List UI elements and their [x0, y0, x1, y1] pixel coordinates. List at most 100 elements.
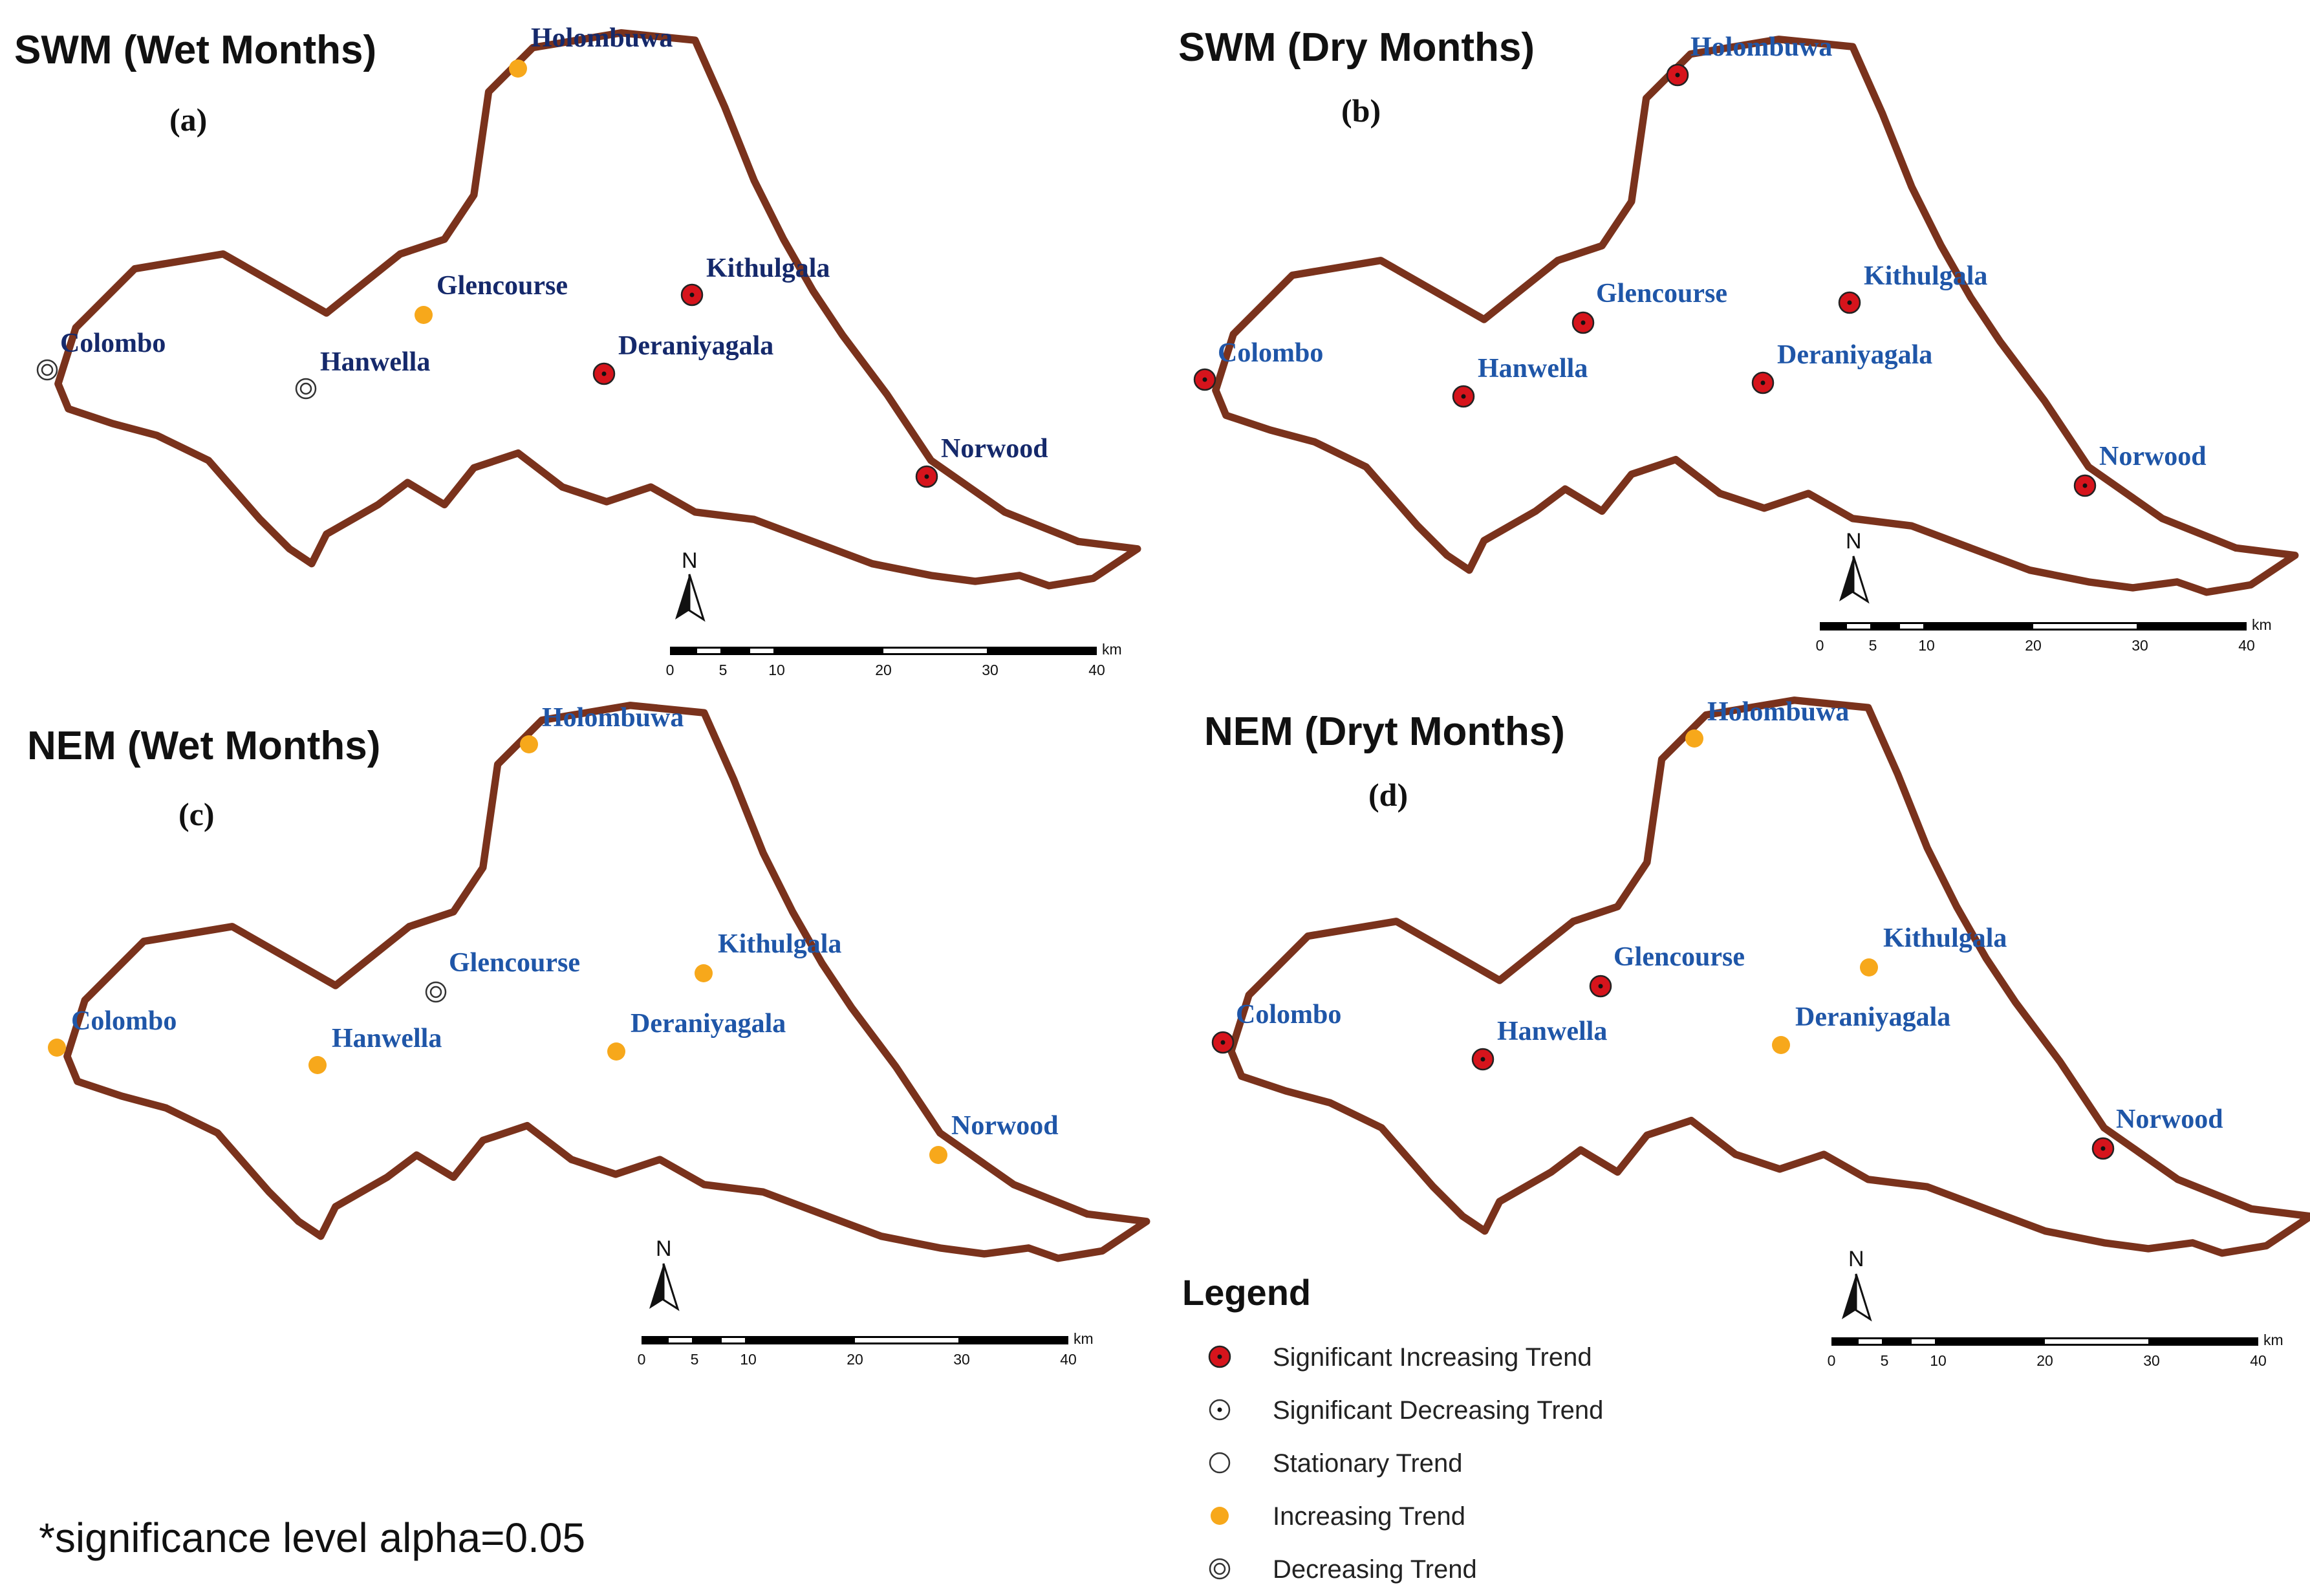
panel-a-glencourse-label: Glencourse	[437, 271, 568, 301]
panel-d-holombuwa-marker	[1685, 729, 1703, 748]
panel-a-hanwella-label: Hanwella	[320, 347, 430, 377]
panel-b-scale-unit: km	[2252, 616, 2272, 633]
panel-d-scalebar-bar	[1831, 1337, 2258, 1346]
panel-c-deraniyagala-marker	[607, 1042, 625, 1061]
panel-c-glencourse-label: Glencourse	[449, 948, 580, 978]
legend-item-increasing: Increasing Trend	[1211, 1502, 1465, 1531]
panel-c-holombuwa-label: Holombuwa	[542, 703, 684, 733]
panel-c: NEM (Wet Months) (c) Holombuwa Colombo H…	[27, 703, 1147, 1368]
panel-b-norwood-marker	[2073, 474, 2097, 497]
panel-d-station-hanwella: Hanwella	[1471, 1017, 1607, 1071]
panel-a-station-holombuwa: Holombuwa	[509, 23, 673, 78]
panel-d-deraniyagala-marker	[1772, 1036, 1790, 1054]
panel-c-scale-tick-30: 30	[953, 1351, 970, 1368]
panel-d-scale-tick-40: 40	[2250, 1352, 2267, 1369]
panel-d-scale-tick-5: 5	[1881, 1352, 1889, 1369]
panel-b-scale-tick-30: 30	[2132, 637, 2148, 654]
panel-b-scale-tick-20: 20	[2025, 637, 2042, 654]
panel-d: NEM (Dryt Months) (d) Holombuwa Colombo …	[1204, 697, 2310, 1369]
panel-a-basin-boundary	[58, 33, 1138, 586]
panel-a-colombo-label: Colombo	[60, 329, 166, 358]
panel-a-holombuwa-label: Holombuwa	[531, 23, 673, 53]
panel-c-station-holombuwa: Holombuwa	[520, 703, 684, 753]
panel-d-holombuwa-label: Holombuwa	[1707, 697, 1849, 727]
panel-d-glencourse-marker	[1589, 975, 1612, 998]
panel-a-north-arrow: N	[674, 548, 705, 621]
panel-c-scalebar: 0 5 10 20 30 40 km	[638, 1330, 1094, 1368]
panel-d-station-glencourse: Glencourse	[1589, 942, 1745, 998]
panel-d-station-holombuwa: Holombuwa	[1685, 697, 1849, 748]
panel-a-glencourse-marker	[415, 306, 433, 324]
panel-d-north-label: N	[1848, 1247, 1864, 1271]
panel-a-station-colombo: Colombo	[36, 329, 166, 381]
panel-b-kithulgala-label: Kithulgala	[1864, 261, 1987, 291]
panel-d-colombo-marker	[1211, 1031, 1235, 1054]
legend-increasing-label: Increasing Trend	[1273, 1502, 1465, 1531]
panel-a-station-norwood: Norwood	[915, 434, 1048, 488]
panel-a-norwood-label: Norwood	[941, 434, 1048, 464]
panel-d-station-deraniyagala: Deraniyagala	[1772, 1002, 1950, 1054]
panel-c-colombo-marker	[48, 1039, 66, 1057]
panel-d-scale-tick-0: 0	[1828, 1352, 1836, 1369]
panel-d-hanwella-label: Hanwella	[1497, 1017, 1607, 1046]
panel-a-scale-unit: km	[1102, 641, 1122, 658]
panel-a-deraniyagala-label: Deraniyagala	[618, 331, 773, 361]
legend-title: Legend	[1182, 1272, 1311, 1313]
legend-significant-decreasing-symbol	[1209, 1399, 1231, 1421]
panel-b-colombo-marker	[1193, 368, 1216, 391]
panel-d-deraniyagala-label: Deraniyagala	[1795, 1002, 1950, 1032]
panel-b-north-label: N	[1846, 529, 1862, 554]
panel-b-title: SWM (Dry Months)	[1178, 25, 1535, 70]
panel-b-holombuwa-marker	[1666, 63, 1689, 87]
legend-stationary-symbol	[1209, 1452, 1231, 1474]
panel-a: SWM (Wet Months) (a) Holombuwa Colombo H…	[14, 23, 1138, 678]
panel-d-station-norwood: Norwood	[2091, 1105, 2223, 1160]
panel-d-colombo-label: Colombo	[1236, 1000, 1341, 1030]
panel-c-scale-tick-20: 20	[847, 1351, 863, 1368]
panel-c-holombuwa-marker	[520, 735, 538, 753]
panel-b-scalebar: 0 5 10 20 30 40 km	[1816, 616, 2272, 654]
panel-b-norwood-label: Norwood	[2099, 442, 2207, 471]
panel-d-scale-tick-30: 30	[2143, 1352, 2160, 1369]
panel-a-station-glencourse: Glencourse	[415, 271, 568, 324]
panel-a-scale-tick-20: 20	[875, 662, 892, 678]
panel-c-station-colombo: Colombo	[48, 1006, 177, 1057]
panel-c-scalebar-bar	[642, 1336, 1068, 1344]
panel-c-glencourse-marker	[425, 981, 447, 1003]
panel-a-scale-tick-30: 30	[982, 662, 998, 678]
panel-c-kithulgala-label: Kithulgala	[718, 929, 841, 959]
panel-b-holombuwa-label: Holombuwa	[1690, 32, 1832, 62]
legend-item-significant-increasing: Significant Increasing Trend	[1208, 1343, 1592, 1372]
panel-a-colombo-marker	[36, 359, 58, 381]
legend-significant-increasing-symbol	[1208, 1345, 1231, 1368]
legend-stationary-label: Stationary Trend	[1273, 1449, 1463, 1478]
panel-c-letter: (c)	[178, 796, 215, 832]
panel-b-station-colombo: Colombo	[1193, 338, 1323, 391]
panel-c-station-norwood: Norwood	[929, 1111, 1059, 1164]
panel-b-north-arrow: N	[1838, 529, 1869, 603]
panel-b-kithulgala-marker	[1838, 291, 1861, 314]
legend-significant-increasing-label: Significant Increasing Trend	[1273, 1343, 1592, 1372]
legend-item-decreasing: Decreasing Trend	[1209, 1555, 1477, 1584]
panel-c-scale-tick-0: 0	[638, 1351, 646, 1368]
panel-b-scale-tick-0: 0	[1816, 637, 1824, 654]
panel-b-hanwella-label: Hanwella	[1478, 354, 1588, 383]
legend-decreasing-label: Decreasing Trend	[1273, 1555, 1477, 1584]
panel-a-title: SWM (Wet Months)	[14, 28, 376, 72]
panel-d-title: NEM (Dryt Months)	[1204, 709, 1565, 754]
panel-a-station-kithulgala: Kithulgala	[680, 253, 830, 307]
panel-a-scale-tick-40: 40	[1088, 662, 1105, 678]
panel-d-norwood-marker	[2091, 1137, 2115, 1160]
panel-c-norwood-marker	[929, 1146, 947, 1164]
panel-d-scale-tick-10: 10	[1930, 1352, 1947, 1369]
panel-d-station-colombo: Colombo	[1211, 1000, 1341, 1054]
legend-item-stationary: Stationary Trend	[1209, 1449, 1463, 1478]
panel-b-hanwella-marker	[1452, 385, 1475, 408]
panel-b-station-hanwella: Hanwella	[1452, 354, 1588, 408]
panel-c-scale-tick-40: 40	[1060, 1351, 1077, 1368]
panel-a-scale-tick-0: 0	[666, 662, 675, 678]
panel-b-station-holombuwa: Holombuwa	[1666, 32, 1832, 87]
panel-b-scalebar-bar	[1820, 622, 2247, 631]
panel-c-norwood-label: Norwood	[951, 1111, 1059, 1141]
